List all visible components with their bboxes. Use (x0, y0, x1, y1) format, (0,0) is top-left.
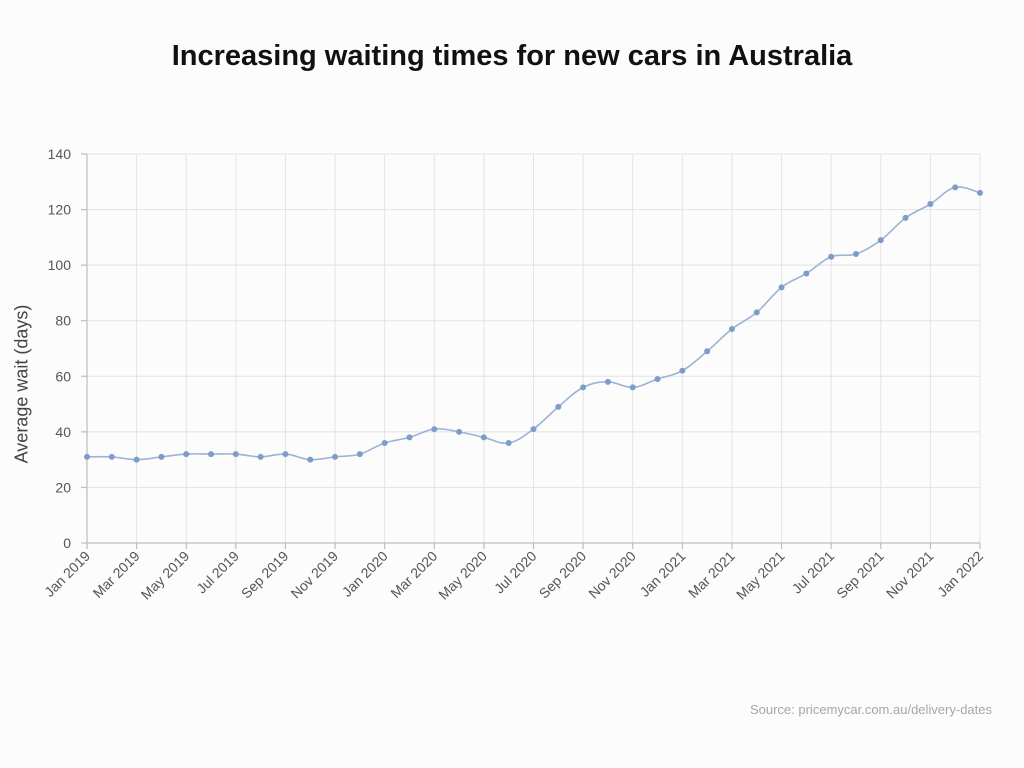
data-point (580, 384, 587, 391)
data-point (307, 456, 314, 463)
data-point (381, 439, 388, 446)
data-point (902, 214, 909, 221)
data-point (183, 451, 190, 458)
x-tick-label: Mar 2019 (90, 548, 143, 601)
y-tick-label: 80 (55, 313, 71, 329)
axes (81, 153, 981, 549)
data-point (505, 439, 512, 446)
y-tick-label: 140 (48, 146, 72, 162)
data-point (629, 384, 636, 391)
data-point (654, 376, 661, 383)
x-tick-label: Sep 2021 (833, 548, 887, 602)
x-tick-label: Sep 2019 (238, 548, 292, 602)
data-point (952, 184, 959, 191)
x-tick-label: Mar 2020 (387, 548, 440, 601)
data-point (257, 453, 264, 460)
data-point (877, 237, 884, 244)
x-tick-label: Jul 2020 (491, 548, 540, 597)
y-tick-label: 120 (48, 202, 72, 218)
data-point (480, 434, 487, 441)
x-tick-label: Sep 2020 (536, 548, 590, 602)
data-point (704, 348, 711, 355)
data-point (133, 456, 140, 463)
data-point (803, 270, 810, 277)
data-point (158, 453, 165, 460)
y-tick-label: 20 (55, 479, 71, 495)
x-tick-label: Jul 2019 (193, 548, 242, 597)
x-tick-label: Jan 2022 (934, 548, 986, 600)
x-tick-label: May 2020 (435, 548, 490, 603)
x-tick-label: May 2021 (733, 548, 788, 603)
data-point (852, 251, 859, 258)
data-point (977, 189, 983, 196)
y-tick-label: 40 (55, 424, 71, 440)
data-point (406, 434, 413, 441)
x-tick-label: Nov 2019 (287, 548, 341, 602)
data-point (753, 309, 760, 316)
data-point (828, 253, 835, 260)
y-tick-label: 60 (55, 368, 71, 384)
x-tick-label: Jan 2020 (339, 548, 391, 600)
data-point (604, 378, 611, 385)
y-tick-labels: 0 20 40 60 80 100 120 140 (48, 146, 72, 551)
chart-title: Increasing waiting times for new cars in… (171, 40, 853, 72)
data-point (927, 201, 934, 208)
y-tick-label: 100 (48, 257, 72, 273)
data-point (431, 426, 438, 433)
data-point (728, 326, 735, 333)
source-note: Source: pricemycar.com.au/delivery-dates (749, 702, 992, 717)
x-tick-label: May 2019 (138, 548, 193, 603)
x-tick-label: Mar 2021 (685, 548, 738, 601)
data-point (555, 403, 562, 410)
grid (86, 153, 981, 543)
data-point (232, 451, 239, 458)
x-tick-label: Nov 2020 (585, 548, 639, 602)
data-point (282, 451, 289, 458)
data-point (108, 453, 115, 460)
x-tick-label: Jan 2021 (636, 548, 688, 600)
data-point (84, 453, 90, 460)
data-points (84, 184, 983, 463)
data-point (356, 451, 363, 458)
data-point (456, 428, 463, 435)
x-tick-label: Jul 2021 (789, 548, 838, 597)
y-tick-label: 0 (63, 535, 71, 551)
data-point (332, 453, 339, 460)
data-point (208, 451, 215, 458)
data-point (679, 367, 686, 374)
x-tick-label: Nov 2021 (883, 548, 937, 602)
data-point (530, 426, 537, 433)
x-tick-label: Jan 2019 (41, 548, 93, 600)
data-point (778, 284, 785, 291)
